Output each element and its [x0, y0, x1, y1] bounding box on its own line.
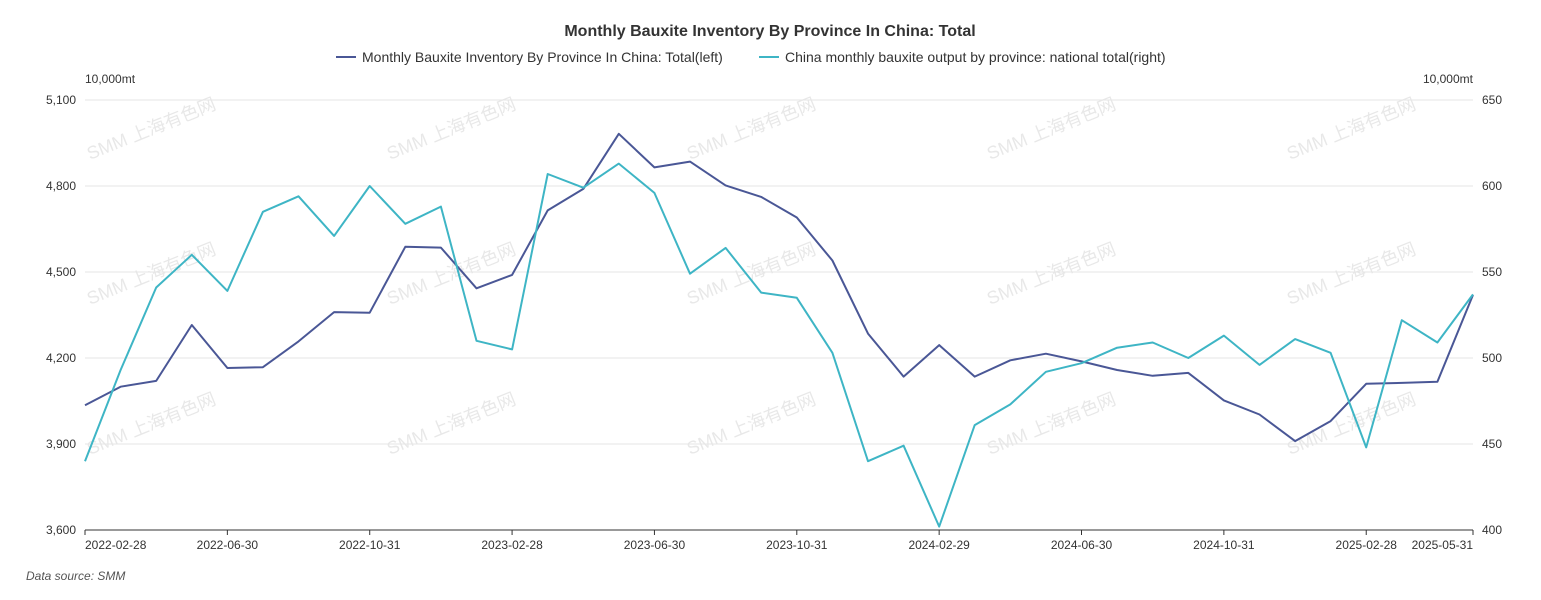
x-tick-label: 2022-10-31 — [339, 538, 401, 552]
watermark-text: SMM 上海有色网 — [984, 239, 1119, 309]
right-y-tick-label: 600 — [1482, 179, 1502, 193]
x-tick-label: 2025-05-31 — [1412, 538, 1474, 552]
x-tick-label: 2022-06-30 — [197, 538, 259, 552]
x-tick-label: 2024-06-30 — [1051, 538, 1113, 552]
left-axis-unit: 10,000mt — [85, 72, 136, 86]
chart-title: Monthly Bauxite Inventory By Province In… — [564, 23, 975, 40]
series-line-inventory — [84, 132, 1474, 443]
left-y-tick-label: 4,500 — [46, 265, 76, 279]
x-tick-label: 2022-02-28 — [85, 538, 147, 552]
legend-label-inventory: Monthly Bauxite Inventory By Province In… — [362, 49, 723, 65]
right-y-tick-label: 550 — [1482, 265, 1502, 279]
left-y-tick-label: 4,800 — [46, 179, 76, 193]
series-lines — [84, 132, 1474, 528]
right-axis-unit: 10,000mt — [1423, 72, 1474, 86]
x-tick-label: 2024-02-29 — [908, 538, 970, 552]
watermark-text: SMM 上海有色网 — [684, 389, 819, 459]
watermark-text: SMM 上海有色网 — [984, 389, 1119, 459]
watermark-text: SMM 上海有色网 — [1284, 239, 1419, 309]
x-tick-label: 2023-02-28 — [481, 538, 543, 552]
right-y-tick-label: 500 — [1482, 351, 1502, 365]
x-tick-label: 2023-06-30 — [624, 538, 686, 552]
data-source: Data source: SMM — [26, 569, 125, 583]
watermark-text: SMM 上海有色网 — [384, 94, 519, 164]
watermark-text: SMM 上海有色网 — [384, 389, 519, 459]
left-y-tick-label: 3,600 — [46, 523, 76, 537]
left-y-axis: 3,600 3,900 4,200 4,500 4,800 5,100 — [46, 93, 76, 537]
left-y-tick-label: 4,200 — [46, 351, 76, 365]
legend: Monthly Bauxite Inventory By Province In… — [336, 49, 1166, 65]
watermark-text: SMM 上海有色网 — [84, 389, 219, 459]
x-tick-label: 2024-10-31 — [1193, 538, 1255, 552]
left-y-tick-label: 3,900 — [46, 437, 76, 451]
x-tick-label: 2023-10-31 — [766, 538, 828, 552]
x-tick-label: 2025-02-28 — [1336, 538, 1398, 552]
gridlines — [85, 99, 1473, 531]
right-y-axis: 400 450 500 550 600 650 — [1482, 93, 1502, 537]
left-y-tick-label: 5,100 — [46, 93, 76, 107]
right-y-tick-label: 400 — [1482, 523, 1502, 537]
watermark-text: SMM 上海有色网 — [984, 94, 1119, 164]
watermark-text: SMM 上海有色网 — [84, 94, 219, 164]
right-y-tick-label: 450 — [1482, 437, 1502, 451]
watermark-text: SMM 上海有色网 — [1284, 94, 1419, 164]
legend-label-output: China monthly bauxite output by province… — [785, 49, 1166, 65]
x-axis: 2022-02-28 2022-06-30 2022-10-31 2023-02-28… — [84, 530, 1474, 552]
watermark-layer: SMM 上海有色网 SMM 上海有色网 SMM 上海有色网 SMM 上海有色网 SMM … — [84, 94, 1419, 459]
series-line-output — [84, 162, 1474, 528]
watermark-text: SMM 上海有色网 — [684, 239, 819, 309]
watermark-text: SMM 上海有色网 — [684, 94, 819, 164]
right-y-tick-label: 650 — [1482, 93, 1502, 107]
